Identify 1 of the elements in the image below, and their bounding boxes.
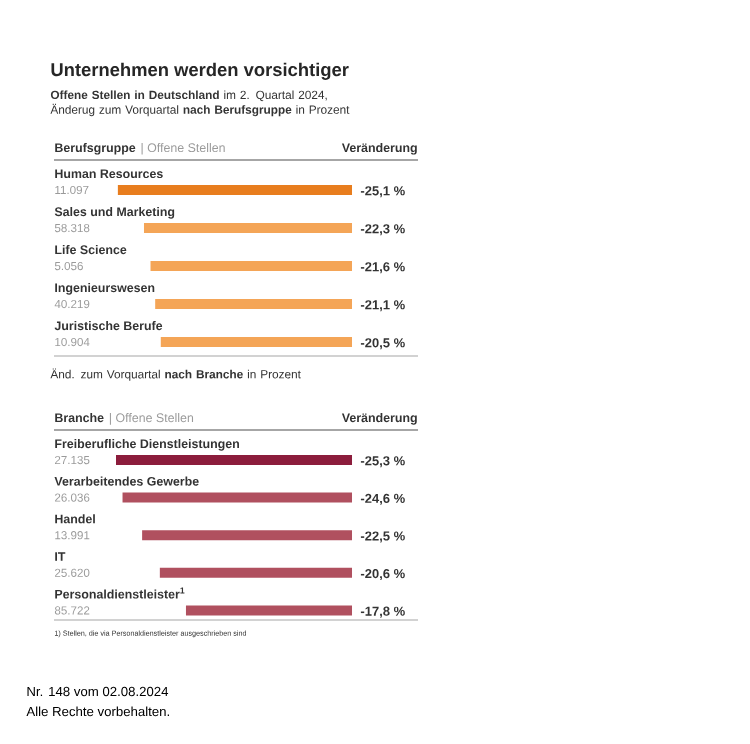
chart-title: Unternehmen werden vorsichtiger [51, 62, 349, 80]
